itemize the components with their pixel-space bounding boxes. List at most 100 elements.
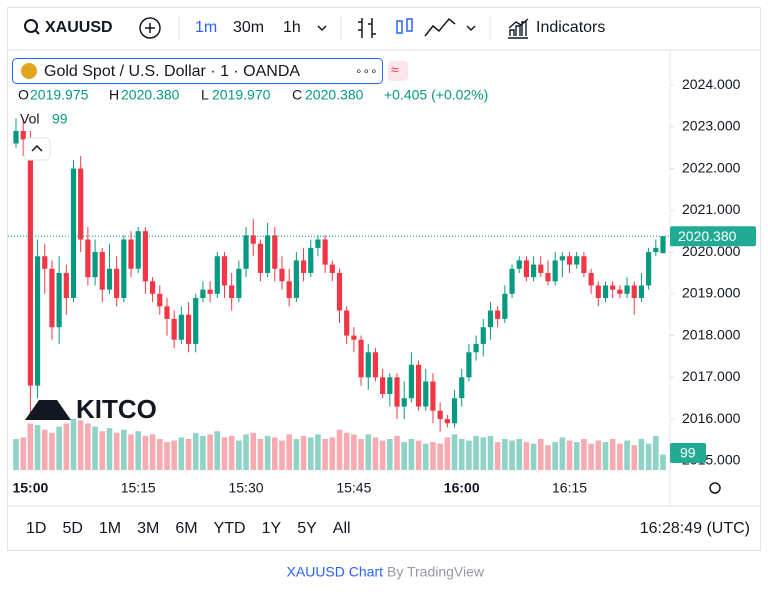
volume-bar	[552, 442, 558, 470]
volume-bar	[171, 440, 177, 470]
volume-bar	[236, 440, 242, 470]
footer-by: By TradingView	[387, 564, 485, 580]
volume-bar	[164, 442, 170, 470]
volume-bar	[624, 440, 630, 470]
candle-body	[538, 264, 544, 273]
candle-body	[502, 293, 508, 319]
volume-bar	[221, 437, 228, 470]
range-button[interactable]: 6M	[175, 520, 197, 537]
candle-body	[142, 231, 148, 282]
candle-body	[336, 272, 343, 311]
volume-bar	[250, 432, 257, 470]
candle-body	[272, 235, 278, 269]
range-button[interactable]: YTD	[214, 520, 246, 537]
volume-bar	[466, 440, 472, 470]
flag: ≈	[391, 62, 399, 78]
plot: 2015.0002016.0002017.0002018.0002019.000…	[8, 50, 756, 506]
range-button[interactable]: 1M	[99, 520, 121, 537]
legend-title: Gold Spot / U.S. Dollar · 1 · OANDA	[44, 63, 300, 80]
area-icon[interactable]	[424, 17, 456, 37]
candle-body	[595, 285, 601, 298]
candle-body	[121, 239, 127, 298]
search-icon[interactable]	[24, 19, 38, 33]
candle-body	[387, 377, 393, 395]
ohlc-label: C	[292, 87, 302, 103]
candle-body	[85, 239, 91, 278]
candle-body	[581, 256, 587, 273]
candle-body	[610, 285, 616, 290]
volume-bar	[149, 434, 156, 470]
volume-bar	[70, 418, 77, 470]
indicators-icon[interactable]	[508, 18, 529, 39]
candle-body	[602, 285, 609, 298]
volume-bar	[566, 440, 573, 470]
candle-body	[437, 410, 443, 420]
candle-body	[365, 352, 371, 378]
candle-body	[646, 252, 652, 286]
volume-bar	[401, 442, 407, 470]
candles-icon[interactable]	[396, 20, 403, 34]
indicators-button[interactable]: Indicators	[536, 19, 605, 36]
candle-body	[574, 256, 580, 265]
candle-body	[451, 398, 458, 424]
symbol[interactable]: XAUUSD	[45, 19, 113, 36]
range-button[interactable]: 3M	[137, 520, 159, 537]
candle-body	[408, 364, 414, 399]
volume-bar	[128, 434, 134, 470]
volume-bar	[379, 440, 386, 470]
volume-bar	[444, 437, 451, 470]
x-tick-label: 15:00	[12, 480, 48, 496]
range-button[interactable]: 1D	[26, 520, 46, 537]
volume-bar	[13, 439, 19, 470]
volume-bar	[214, 431, 221, 470]
volume-bar	[537, 439, 544, 470]
candle-body	[394, 377, 400, 407]
volume-bar	[329, 437, 336, 470]
volume-bar	[135, 431, 142, 470]
more[interactable]: ∘∘∘	[355, 64, 378, 78]
range-button[interactable]: 5Y	[297, 520, 317, 537]
candle-body	[653, 247, 659, 253]
interval[interactable]: 30m	[233, 19, 264, 36]
add-symbol[interactable]	[139, 17, 161, 39]
candle-body	[135, 231, 141, 269]
candle-body	[178, 314, 184, 340]
settings[interactable]	[709, 482, 721, 494]
volume-bar	[509, 440, 515, 470]
range-button[interactable]: 1Y	[262, 520, 282, 537]
toolbar: XAUUSD 1m 30m 1h Indicators	[8, 16, 760, 51]
interval[interactable]: 1h	[283, 19, 301, 36]
volume-bar	[394, 435, 400, 470]
candle-body	[171, 318, 177, 340]
y-tick-label: 2023.000	[682, 118, 741, 134]
volume-bar	[20, 437, 26, 470]
volume-bar	[121, 429, 127, 470]
range-button[interactable]: All	[333, 520, 351, 537]
candle-body	[466, 352, 472, 378]
candle-body	[257, 243, 264, 273]
volume-bar	[92, 426, 98, 470]
legend-box[interactable]	[12, 58, 383, 84]
collapse[interactable]	[23, 137, 51, 161]
volume-bar	[631, 445, 638, 470]
candle-body	[279, 268, 285, 282]
change: +0.405 (+0.02%)	[384, 87, 488, 103]
volume-bar	[315, 434, 321, 470]
candle-body	[193, 297, 199, 344]
bars-icon[interactable]	[358, 18, 376, 38]
volume-bar	[178, 437, 185, 470]
candle-body	[660, 236, 666, 254]
candle-body	[185, 314, 192, 344]
range-button[interactable]: 5D	[62, 520, 82, 537]
candle-body	[444, 419, 450, 424]
volume-bar	[106, 428, 113, 470]
candle-body	[344, 310, 350, 336]
volume-bar	[415, 440, 422, 470]
volume-bar	[559, 437, 566, 470]
candle-body	[42, 256, 48, 269]
candle-body	[322, 239, 328, 265]
volume-bar	[243, 434, 249, 470]
footer-link[interactable]: XAUUSD Chart	[287, 564, 384, 580]
volume-bar	[422, 443, 429, 470]
interval[interactable]: 1m	[195, 19, 217, 36]
